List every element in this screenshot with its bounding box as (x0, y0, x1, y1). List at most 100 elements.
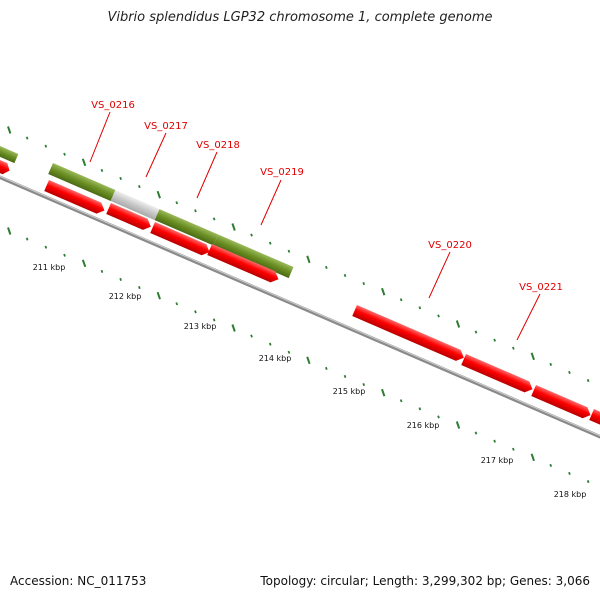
cds-bar-left-edge[interactable] (0, 134, 19, 164)
label-leader-vs0221 (516, 293, 541, 341)
major-tick (381, 287, 386, 296)
minor-tick (119, 176, 122, 181)
gene-arrow[interactable] (207, 244, 281, 285)
minor-tick (138, 184, 141, 189)
minor-tick (399, 399, 403, 403)
minor-tick (399, 298, 403, 302)
minor-tick (175, 201, 179, 205)
minor-tick (549, 362, 553, 367)
gene-arrow[interactable] (106, 203, 153, 232)
gene-track (0, 148, 600, 436)
label-leader-vs0220 (428, 251, 451, 299)
major-tick (381, 388, 386, 397)
minor-tick (474, 330, 478, 334)
gene-labels: VS_0216 VS_0217 VS_0218 VS_0219 VS_0220 … (89, 100, 563, 341)
kbp-label: 212 kbp (109, 292, 142, 301)
minor-tick (418, 306, 422, 310)
map-title: Vibrio splendidus LGP32 chromosome 1, co… (107, 10, 493, 25)
minor-tick (362, 281, 366, 286)
kbp-label: 214 kbp (259, 354, 292, 363)
genome-backbone (0, 175, 600, 439)
minor-tick (343, 374, 347, 379)
minor-tick (362, 382, 366, 387)
minor-tick (212, 217, 216, 221)
minor-tick (250, 334, 253, 338)
minor-tick (586, 378, 590, 383)
major-tick (7, 126, 12, 134)
minor-tick (586, 479, 590, 484)
label-leader-vs0218 (196, 151, 218, 199)
gene-arrow[interactable] (461, 354, 535, 395)
minor-tick (512, 447, 515, 451)
minor-tick (287, 249, 291, 253)
major-tick (81, 158, 87, 167)
gene-label-vs0221[interactable]: VS_0221 (519, 282, 563, 293)
cds-bar-vs0217[interactable] (110, 190, 160, 221)
label-leader-vs0219 (260, 179, 282, 226)
major-tick (306, 356, 311, 365)
major-tick (455, 421, 461, 429)
minor-tick (325, 265, 328, 270)
minor-tick (25, 136, 29, 140)
kbp-label: 217 kbp (481, 456, 514, 465)
major-tick (7, 227, 12, 235)
minor-tick (437, 415, 440, 419)
cds-bar-vs0218[interactable] (154, 209, 219, 246)
gene-label-vs0220[interactable]: VS_0220 (428, 240, 472, 251)
kbp-label: 215 kbp (333, 387, 366, 396)
minor-tick (212, 318, 216, 322)
minor-tick (63, 152, 66, 156)
upper-tick-track (7, 126, 590, 383)
minor-tick (474, 431, 478, 435)
minor-tick (287, 350, 291, 354)
cds-bar-vs0216[interactable] (48, 163, 116, 202)
minor-tick (138, 285, 141, 290)
minor-tick (418, 407, 422, 411)
kbp-label: 213 kbp (184, 322, 217, 331)
major-tick (530, 453, 535, 462)
minor-tick (100, 269, 104, 274)
lower-tick-track (7, 227, 590, 484)
minor-tick (250, 233, 253, 237)
minor-tick (44, 245, 48, 249)
cds-track (0, 134, 294, 279)
accession-label: Accession: NC_011753 (10, 574, 147, 588)
gene-label-vs0218[interactable]: VS_0218 (196, 140, 240, 151)
major-tick (156, 291, 161, 300)
minor-tick (194, 310, 197, 314)
minor-tick (437, 314, 440, 318)
minor-tick (119, 277, 122, 282)
kbp-label: 216 kbp (407, 421, 440, 430)
genome-summary: Topology: circular; Length: 3,299,302 bp… (260, 574, 590, 588)
gene-arrow[interactable] (150, 222, 212, 258)
gene-arrow[interactable] (352, 305, 466, 363)
gene-label-vs0217[interactable]: VS_0217 (144, 121, 188, 132)
kbp-labels: 211 kbp 212 kbp 213 kbp 214 kbp 215 kbp … (33, 263, 587, 499)
major-tick (231, 324, 236, 332)
kbp-label: 218 kbp (554, 490, 587, 499)
gene-arrow[interactable] (44, 180, 107, 216)
minor-tick (493, 439, 496, 443)
cds-bar-vs0219[interactable] (213, 234, 294, 279)
kbp-label: 211 kbp (33, 263, 66, 272)
minor-tick (25, 237, 29, 241)
label-leader-vs0216 (89, 111, 111, 163)
minor-tick (343, 273, 347, 278)
gene-label-vs0216[interactable]: VS_0216 (91, 100, 135, 111)
minor-tick (325, 366, 328, 371)
minor-tick (549, 463, 553, 468)
label-leader-vs0217 (145, 132, 167, 178)
minor-tick (568, 370, 571, 375)
minor-tick (44, 144, 48, 148)
major-tick (306, 255, 311, 264)
minor-tick (194, 209, 197, 213)
gene-label-vs0219[interactable]: VS_0219 (260, 167, 304, 178)
minor-tick (268, 342, 272, 346)
major-tick (81, 259, 87, 268)
major-tick (156, 190, 161, 199)
minor-tick (512, 346, 515, 350)
major-tick (231, 223, 236, 231)
gene-arrow[interactable] (531, 385, 593, 421)
genome-backbone-highlight (0, 175, 600, 437)
